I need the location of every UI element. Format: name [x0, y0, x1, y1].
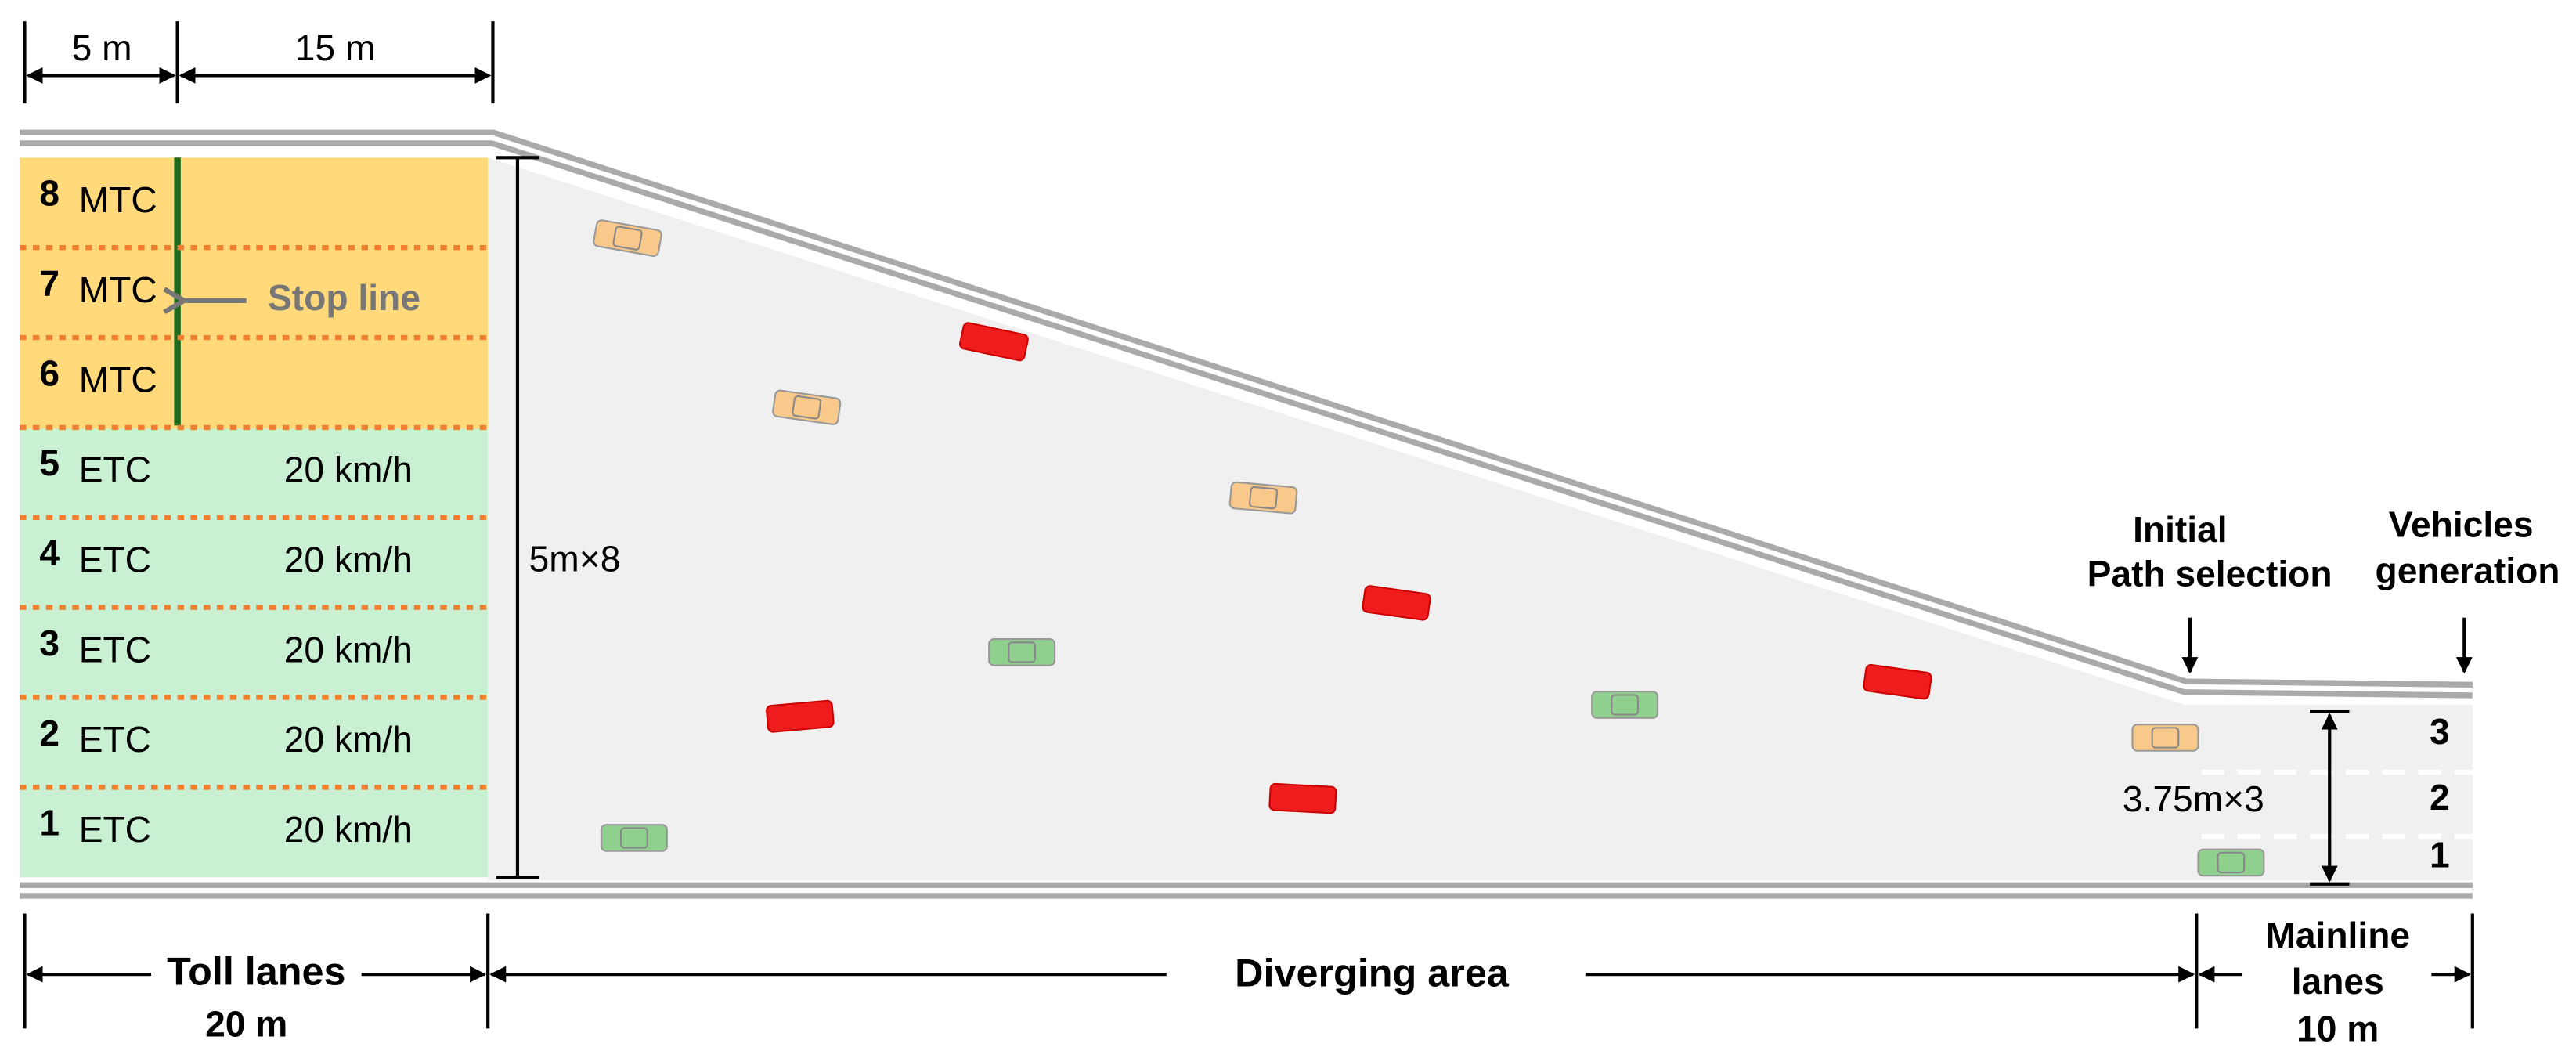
lane-speed: 20 km/h: [284, 450, 413, 490]
lane-type: ETC: [79, 809, 151, 850]
vehicle-window: [2217, 851, 2246, 874]
vehicle: [1268, 782, 1337, 814]
section-label: Diverging area: [1235, 951, 1510, 995]
dimension-label: 15 m: [295, 27, 376, 68]
vehicle-body: [1863, 663, 1932, 700]
labels: 5 m 15 m Stop line 5m×8 3.75m×3 3 2 1 In…: [72, 27, 2560, 1049]
etc-area: [20, 428, 489, 878]
annotation: generation: [2376, 550, 2560, 590]
vehicle: [766, 699, 835, 733]
lane-number: 4: [39, 533, 60, 573]
annotation: Path selection: [2087, 554, 2332, 594]
lane-type: ETC: [79, 719, 151, 760]
section-label: Toll lanes: [167, 948, 345, 993]
road-edge-top-inner: [20, 135, 2473, 693]
vehicle-body: [593, 219, 662, 257]
vehicle: [1863, 663, 1932, 700]
annotation: Initial: [2133, 509, 2228, 550]
stop-line-label: Stop line: [268, 277, 420, 318]
section-label: 10 m: [2296, 1009, 2379, 1049]
lane-number: 3: [2430, 711, 2450, 752]
section-label: Mainline: [2265, 915, 2410, 955]
vehicle: [1362, 585, 1431, 621]
lane-speed: 20 km/h: [284, 539, 413, 580]
lane-type: ETC: [79, 450, 151, 490]
lane-number: 7: [39, 262, 60, 303]
vehicle-window: [612, 226, 643, 251]
lane-number: 1: [39, 803, 60, 843]
vehicle: [1228, 481, 1298, 515]
lane-number: 6: [39, 352, 60, 393]
vehicle-body: [1228, 481, 1298, 515]
vehicle-window: [1008, 641, 1036, 663]
section-label: 20 m: [205, 1003, 287, 1044]
section-label: lanes: [2292, 961, 2384, 1002]
vehicle-body: [600, 824, 668, 852]
mtc-area: [20, 157, 489, 429]
dimension-label: 5m×8: [529, 539, 621, 580]
vehicle: [2197, 848, 2265, 877]
vehicle-body: [2197, 848, 2265, 877]
vehicle-body: [772, 389, 842, 425]
lane-type: MTC: [79, 179, 157, 220]
lane-number: 2: [39, 713, 60, 753]
vehicle: [593, 219, 662, 257]
lane-number: 2: [2430, 777, 2450, 818]
lane-type: ETC: [79, 539, 151, 580]
vehicle-window: [1611, 694, 1639, 716]
vehicle-body: [1362, 585, 1431, 621]
annotation: Vehicles: [2389, 504, 2534, 545]
lane-type: MTC: [79, 269, 157, 310]
vehicle-body: [988, 638, 1056, 666]
vehicle-window: [792, 395, 822, 420]
vehicle-body: [766, 699, 835, 733]
lane-number: 5: [39, 442, 60, 483]
lane-speed: 20 km/h: [284, 629, 413, 670]
vehicle-window: [2151, 727, 2180, 749]
dimension-label: 5 m: [72, 27, 132, 68]
vehicle: [600, 824, 668, 852]
lane-number: 3: [39, 623, 60, 663]
vehicle: [2131, 724, 2199, 752]
vehicle: [1591, 691, 1659, 719]
dimension-label: 3.75m×3: [2123, 778, 2264, 819]
lane-type: MTC: [79, 359, 157, 400]
lane-speed: 20 km/h: [284, 809, 413, 850]
vehicle-body: [1591, 691, 1659, 719]
lane-number: 1: [2430, 834, 2450, 875]
vehicle-window: [620, 827, 648, 849]
vehicle-body: [959, 322, 1029, 362]
vehicle-body: [2131, 724, 2199, 752]
vehicle: [772, 389, 842, 425]
vehicle: [959, 322, 1029, 362]
vehicle-body: [1268, 782, 1337, 814]
lane-number: 8: [39, 173, 60, 214]
lane-speed: 20 km/h: [284, 719, 413, 760]
vehicle: [988, 638, 1056, 666]
vehicle-window: [1249, 486, 1279, 510]
layout: [20, 21, 2474, 1029]
lane-type: ETC: [79, 629, 151, 670]
